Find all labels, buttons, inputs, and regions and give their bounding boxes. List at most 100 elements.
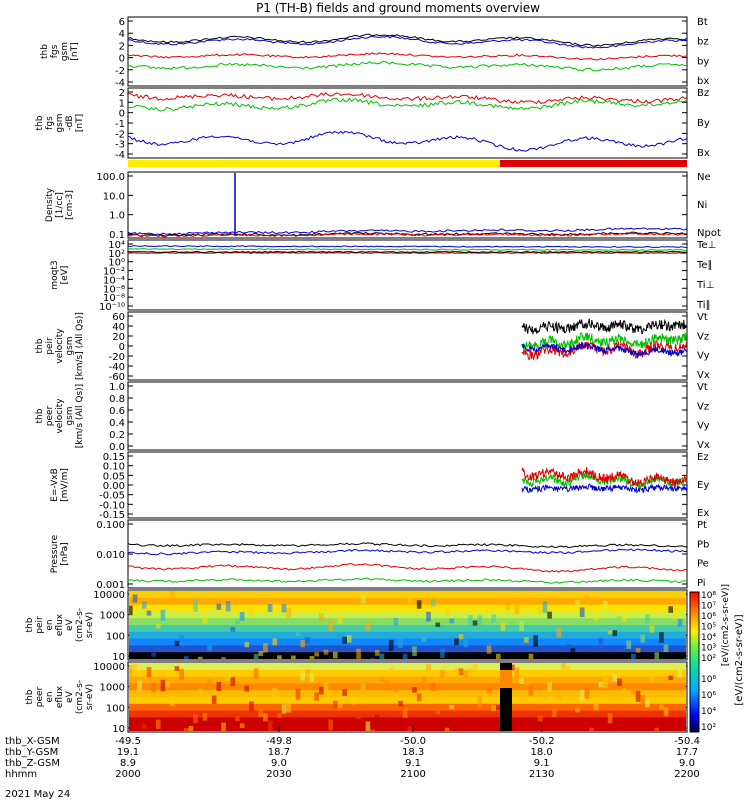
spectrogram-texture [463,639,469,648]
spectrogram-texture [388,667,394,673]
spectrogram-texture [528,653,534,659]
spectrogram-texture [435,622,441,627]
spectrogram-texture [323,649,329,655]
panel-frame [127,451,688,519]
spectrogram-texture [607,713,613,724]
legend-entry: Bt [697,17,708,28]
spectrogram-texture [416,693,422,702]
series-Pb [127,563,688,573]
spectrogram-texture [332,651,338,659]
y-axis-label: (cm2-s- [75,608,85,642]
y-axis-label: E=-VxB [50,468,60,502]
spectrogram-texture [253,668,259,679]
spectrogram-texture [183,656,189,659]
spectrogram-texture [519,677,524,685]
series-Vt [521,318,687,335]
spectrogram [129,591,686,659]
y-axis-label: peir [45,337,55,355]
panel-peer_spec: 10000 1000 100 10 thb peer en eflux eV (cm2-s-sr-… [25,661,688,735]
spectrogram-texture [631,688,636,695]
spectrogram-band [129,611,686,620]
spectrogram-texture [291,655,296,659]
series-Ti-par [127,248,688,251]
y-axis-label: thb [25,617,35,632]
y-axis-label: [cm-3] [65,190,75,220]
spectrogram-texture [402,653,408,659]
spectrogram-band [129,717,686,726]
spectrogram-texture [444,609,450,616]
y-axis-label: moqt3 [50,260,60,289]
spectrogram-texture [612,630,618,637]
y-axis-label: thb [40,44,50,59]
legend-entry: Npot [697,228,721,239]
spectrogram-texture [547,682,552,692]
spectrogram-texture [496,705,501,710]
spectrogram-texture [244,685,250,692]
y-axis-label: gsm [60,42,70,61]
spectrogram-texture [579,607,585,618]
spectrogram-texture [617,678,622,687]
spectrogram-texture [314,652,319,657]
axis-row-value: 17.7 [676,747,698,758]
spectrogram-band [129,645,686,654]
spectrogram-texture [682,658,686,659]
spectrogram-texture [682,669,686,676]
spectrogram-texture [551,708,557,718]
spectrogram-texture [141,724,147,729]
y-tick-label: 20 [112,332,125,343]
spectrogram-texture [174,640,180,647]
spectrogram-texture [216,682,222,692]
spectrogram-texture [659,632,664,643]
spectrogram-texture [221,722,226,731]
spectrogram-texture [225,601,231,612]
legend-entry: Ti⊥ [696,280,714,291]
y-tick-label: 0.010 [96,550,125,561]
panel-frame [127,239,688,311]
spectrogram-texture [514,667,520,678]
spectrogram-texture [379,653,385,659]
spectrogram-texture [593,701,599,711]
spectrogram-texture [449,704,455,710]
spectrogram-texture [137,680,142,691]
spectrogram-texture [384,617,389,623]
series-Npot [127,227,688,236]
spectrogram-texture [258,651,264,656]
legend-entry: Ez [697,452,709,463]
spectrogram-texture [239,723,245,729]
spectrogram-texture [635,647,641,653]
y-tick-label: -0.15 [99,510,125,521]
series-Te-perp [128,251,688,255]
y-axis-label: eV [65,618,75,631]
spectrogram-texture [565,644,571,651]
colorbar-tick-label: 10⁸ [701,591,716,601]
y-tick-label: 4 [119,29,125,40]
panel-pressure: 0.100 0.010 0.001 Pressure [nPa] Pt Pb Pe Pi [50,519,709,591]
spectrogram-texture [668,675,674,681]
spectrogram-texture [621,688,627,693]
y-tick-label: 1.0 [109,382,125,393]
y-axis-label: velocity [55,328,65,364]
y-axis-label: eV [65,690,75,703]
status-bar-red [500,160,687,167]
spectrogram-texture [542,601,548,613]
y-tick-label: -4 [115,150,125,161]
spectrogram-texture [677,619,683,627]
y-tick-label: -0.10 [99,500,125,511]
spectrogram-texture [207,645,212,651]
series-by [127,60,688,72]
panel-fgs_gsm: 642 0-2-4 thb fgs gsm [nT] Bt bz by bx [40,16,709,89]
spectrogram-texture [663,707,669,717]
axis-row-label: thb_Z-GSM [5,758,60,769]
spectrogram-texture [300,640,306,648]
legend-entry: Pb [697,539,709,550]
legend-entry: Ex [697,508,709,519]
series-Pe [127,577,688,584]
spectrogram-texture [505,598,510,610]
y-tick-label: 10000 [93,662,125,673]
spectrogram-texture [426,664,431,671]
legend-entry: By [697,118,710,129]
colorbar: 10⁸10⁷10⁶10⁵10⁴10³10²10⁸10⁶10⁴10²[eV/(cm… [689,584,745,733]
y-tick-label: 0.2 [109,430,125,441]
series-Vy [521,331,687,351]
